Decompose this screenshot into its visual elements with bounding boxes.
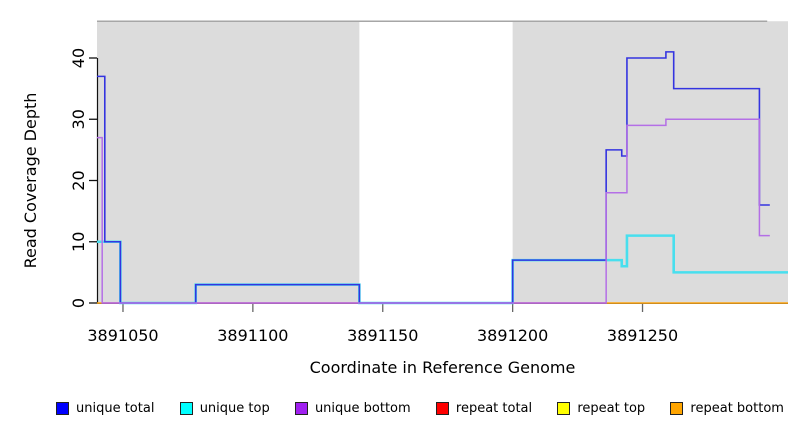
legend-label-unique-top: unique top	[199, 400, 270, 416]
shaded-region	[512, 21, 788, 303]
y-tick-label: 40	[69, 48, 88, 68]
legend-swatch-repeat-bottom	[670, 401, 684, 415]
legend-label-repeat-bottom: repeat bottom	[690, 400, 784, 416]
y-axis-label: Read Coverage Depth	[21, 93, 40, 269]
y-tick-label: 30	[69, 109, 88, 129]
y-tick-label: 20	[69, 170, 88, 190]
legend-item-unique-total: unique total	[56, 401, 154, 416]
legend-label-unique-total: unique total	[76, 400, 155, 416]
legend-label-unique-bottom: unique bottom	[314, 400, 411, 416]
y-tick-label: 0	[69, 298, 88, 308]
legend-item-repeat-total: repeat total	[435, 400, 533, 416]
legend-item-repeat-top: repeat top	[557, 401, 645, 416]
legend-swatch-unique-bottom	[294, 401, 308, 415]
chart-plot-area: 3891050 3891100 3891150 3891200 3891250 0 10 20…	[21, 20, 788, 345]
y-tick-label: 10	[69, 232, 88, 252]
x-axis-label: Coordinate in Reference Genome	[309, 358, 576, 377]
legend-swatch-repeat-total	[435, 401, 449, 415]
x-tick-label: 3891100	[217, 326, 288, 345]
legend-item-repeat-bottom: repeat bottom	[670, 401, 784, 416]
shaded-region	[97, 21, 360, 303]
legend: unique total unique top unique bottom repea…	[56, 398, 784, 418]
x-tick-label: 3891050	[87, 326, 158, 345]
x-tick-label: 3891250	[607, 326, 678, 345]
series-line-unique-bottom	[97, 118, 770, 304]
legend-swatch-repeat-top	[557, 401, 571, 415]
legend-swatch-unique-total	[56, 401, 69, 415]
legend-label-repeat-total: repeat total	[455, 400, 533, 416]
legend-item-unique-top: unique top	[179, 400, 270, 416]
x-tick-label: 3891150	[347, 326, 418, 345]
x-tick-label: 3891200	[477, 326, 548, 345]
legend-label-repeat-top: repeat top	[577, 400, 646, 416]
legend-item-unique-bottom: unique bottom	[294, 400, 411, 416]
legend-swatch-unique-top	[179, 401, 193, 415]
